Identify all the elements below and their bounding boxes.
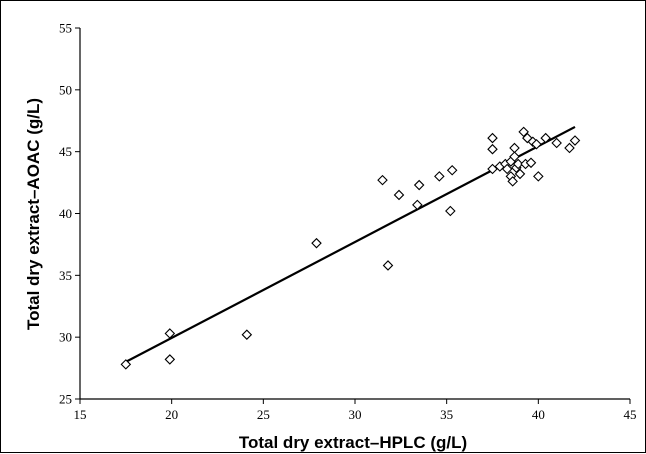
data-point [311,237,322,249]
data-point [569,135,581,146]
y-tick-label: 25 [59,392,72,407]
data-point [551,137,562,149]
y-tick-label: 50 [59,82,72,97]
y-tick-label: 35 [59,268,72,283]
data-point [512,158,524,170]
x-tick-label: 40 [532,407,545,422]
data-point [446,164,458,176]
data-point [501,163,513,175]
data-point [509,151,520,162]
data-point [412,199,423,211]
y-tick-label: 30 [59,330,72,345]
y-axis-title: Total dry extract–AOAC (g/L) [24,98,43,330]
y-tick-label: 45 [59,144,72,159]
ticks: 15 20 25 30 35 40 45 25 30 35 40 45 50 55 [59,21,637,423]
x-tick-label: 45 [624,407,637,422]
data-point [518,126,529,138]
data-point [487,132,498,144]
data-point [164,354,176,365]
x-tick-label: 35 [440,407,453,422]
data-point [540,132,551,144]
data-point [445,205,456,217]
data-point [382,260,394,271]
data-point [377,174,388,186]
x-tick-label: 30 [349,407,362,422]
x-tick-label: 15 [74,407,87,422]
data-point [413,179,425,191]
data-point [525,157,537,169]
data-point [164,328,176,339]
x-axis-title: Total dry extract–HPLC (g/L) [239,433,467,452]
data-point [434,171,445,182]
data-point [533,171,544,182]
y-tick-label: 55 [59,21,72,36]
x-tick-label: 25 [257,407,270,422]
data-point [531,138,542,150]
data-point [487,163,498,175]
data-points [120,126,581,370]
x-tick-label: 20 [165,407,178,422]
y-tick-label: 40 [59,206,72,221]
data-point [514,168,526,180]
data-point [393,189,405,201]
data-point [509,142,520,154]
data-point [507,176,518,187]
data-point [564,142,575,154]
data-point [487,143,498,155]
data-point [120,359,132,370]
data-point [241,329,253,340]
